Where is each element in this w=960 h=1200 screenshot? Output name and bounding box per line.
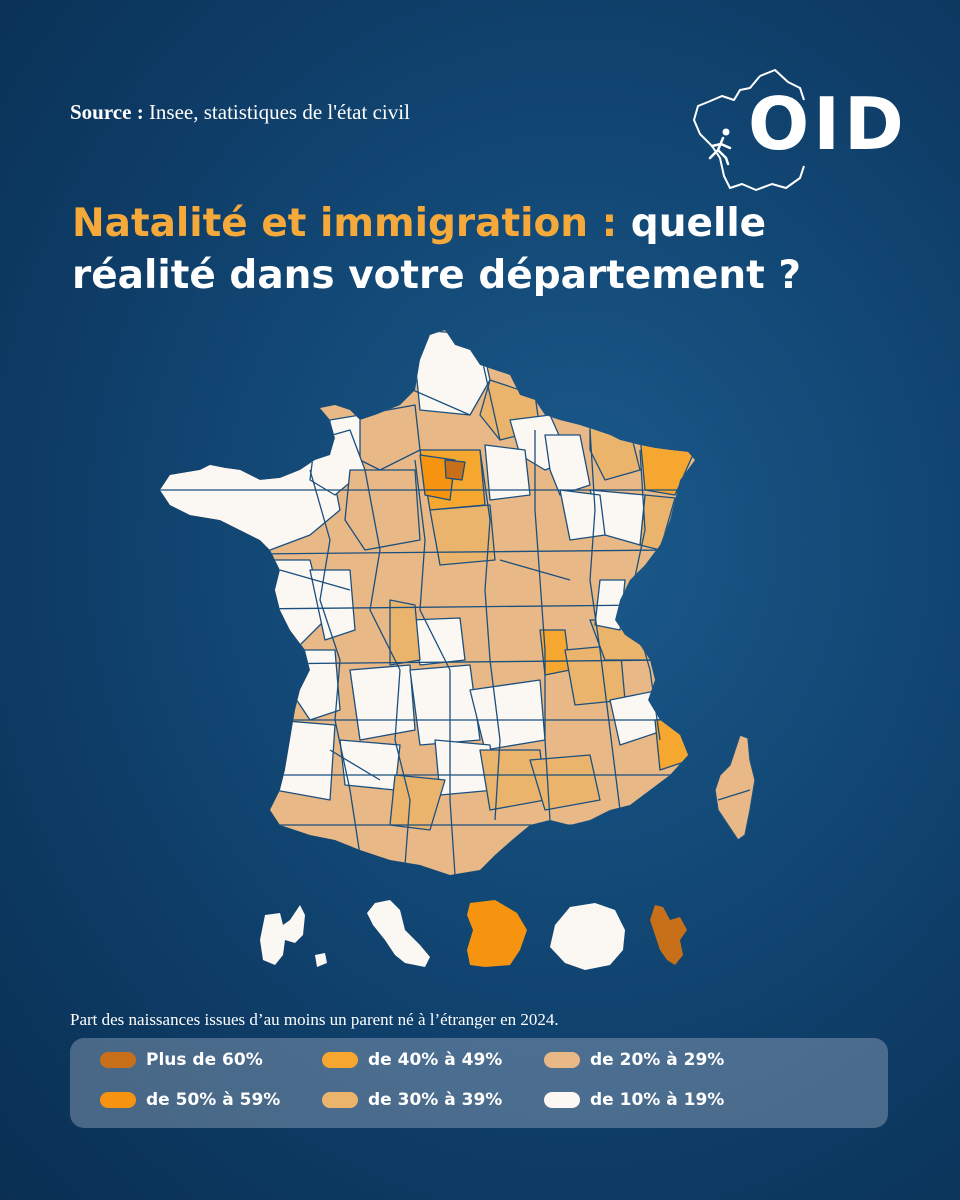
title-highlight: Natalité et immigration : <box>72 201 618 246</box>
legend-swatch <box>544 1052 580 1068</box>
legend-swatch <box>544 1092 580 1108</box>
source-line: Source : Insee, statistiques de l'état c… <box>70 100 410 125</box>
legend-label: de 30% à 39% <box>368 1090 503 1110</box>
legend-label: de 10% à 19% <box>590 1090 725 1110</box>
page-title: Natalité et immigration : quelle réalité… <box>72 198 872 302</box>
title-line2: réalité dans votre département ? <box>72 253 801 298</box>
legend-item-plus-60: Plus de 60% <box>100 1050 263 1070</box>
legend-label: de 40% à 49% <box>368 1050 503 1070</box>
legend-item-40-49: de 40% à 49% <box>322 1050 502 1070</box>
overseas-departments <box>260 900 687 970</box>
legend-label: de 50% à 59% <box>146 1090 281 1110</box>
legend-label: de 20% à 29% <box>590 1050 725 1070</box>
title-rest: quelle <box>617 201 767 246</box>
legend-swatch <box>100 1092 136 1108</box>
source-label: Source : <box>70 100 144 124</box>
logo-text: OID <box>748 82 908 166</box>
oid-logo-france-outline-icon <box>693 69 805 191</box>
legend: Plus de 60% de 50% à 59% de 40% à 49% de… <box>70 1038 888 1128</box>
legend-swatch <box>322 1092 358 1108</box>
legend-item-50-59: de 50% à 59% <box>100 1090 280 1110</box>
legend-item-30-39: de 30% à 39% <box>322 1090 502 1110</box>
legend-caption: Part des naissances issues d’au moins un… <box>70 1010 559 1029</box>
source-text: Insee, statistiques de l'état civil <box>148 100 410 124</box>
france-map <box>160 330 756 875</box>
legend-label: Plus de 60% <box>146 1050 263 1070</box>
legend-swatch <box>322 1052 358 1068</box>
legend-item-10-19: de 10% à 19% <box>544 1090 724 1110</box>
legend-swatch <box>100 1052 136 1068</box>
legend-item-20-29: de 20% à 29% <box>544 1050 724 1070</box>
